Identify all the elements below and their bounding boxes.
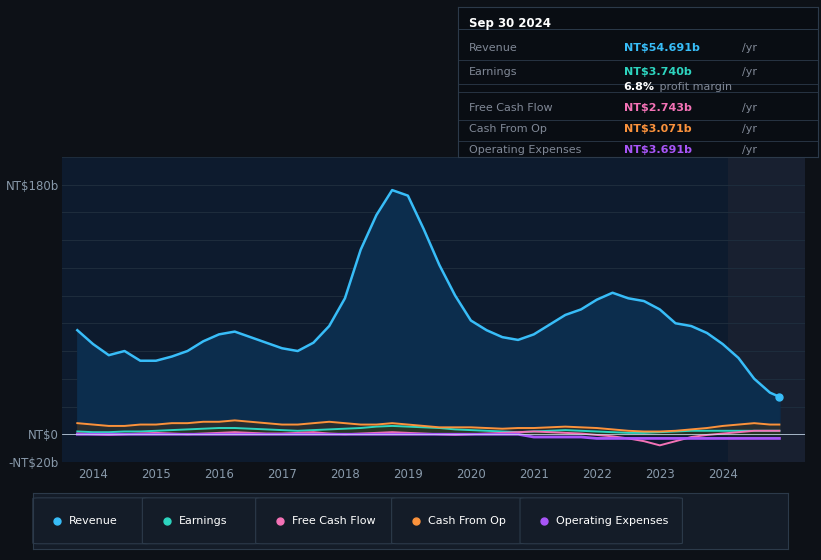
Bar (727, 157, 805, 462)
Text: Cash From Op: Cash From Op (469, 124, 547, 134)
Text: Revenue: Revenue (469, 43, 518, 53)
Text: /yr: /yr (742, 43, 757, 53)
Text: profit margin: profit margin (656, 82, 732, 92)
FancyBboxPatch shape (33, 498, 150, 544)
Text: Free Cash Flow: Free Cash Flow (292, 516, 375, 526)
Text: NT$3.691b: NT$3.691b (623, 145, 691, 155)
Text: Revenue: Revenue (69, 516, 118, 526)
Text: NT$54.691b: NT$54.691b (623, 43, 699, 53)
Text: Cash From Op: Cash From Op (428, 516, 506, 526)
Text: /yr: /yr (742, 103, 757, 113)
Text: Earnings: Earnings (469, 67, 517, 77)
Text: NT$3.071b: NT$3.071b (623, 124, 691, 134)
Text: Earnings: Earnings (179, 516, 227, 526)
Text: /yr: /yr (742, 124, 757, 134)
FancyBboxPatch shape (142, 498, 259, 544)
Text: NT$3.740b: NT$3.740b (623, 67, 691, 77)
Text: /yr: /yr (742, 67, 757, 77)
FancyBboxPatch shape (392, 498, 524, 544)
Text: Sep 30 2024: Sep 30 2024 (469, 17, 551, 30)
Text: /yr: /yr (742, 145, 757, 155)
Text: 6.8%: 6.8% (623, 82, 654, 92)
Text: NT$2.743b: NT$2.743b (623, 103, 691, 113)
Text: Operating Expenses: Operating Expenses (557, 516, 668, 526)
FancyBboxPatch shape (255, 498, 396, 544)
Text: Free Cash Flow: Free Cash Flow (469, 103, 553, 113)
FancyBboxPatch shape (520, 498, 682, 544)
Text: Operating Expenses: Operating Expenses (469, 145, 581, 155)
